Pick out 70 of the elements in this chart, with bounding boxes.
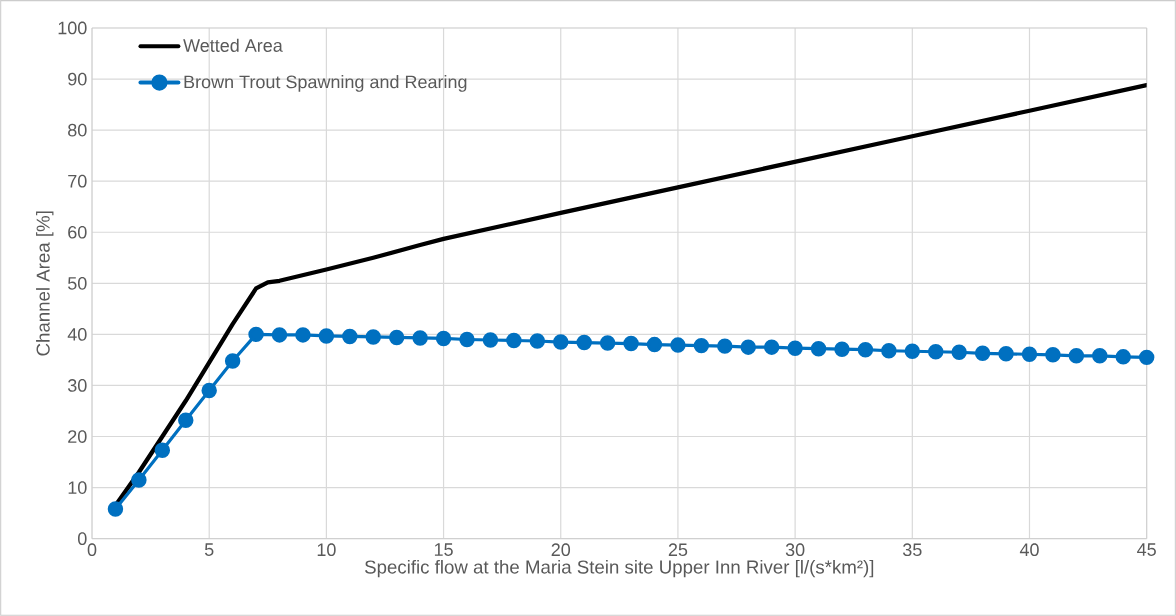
point [529,333,546,349]
x-tick-label: 35 [902,543,922,557]
point [412,330,428,346]
x-tick-label: 15 [434,543,453,556]
point [904,343,921,359]
point [763,339,780,355]
y-tick-label: 70 [68,174,87,188]
point [998,346,1014,362]
point [1138,349,1155,366]
point [482,332,499,348]
legend-label: Wetted Area [183,38,283,52]
point [107,501,124,517]
y-tick-label: 0 [78,532,87,546]
point [1092,348,1108,364]
point [740,339,756,355]
y-axis-title: Channel Area [%] [36,211,54,356]
point [928,344,944,360]
legend-label: Brown Trout Spawning and Rearing [184,75,467,92]
x-tick-label: 0 [87,543,97,557]
point [857,341,874,358]
y-tick-label: 20 [68,430,87,443]
x-tick-label: 10 [317,543,336,557]
y-tick-label: 10 [68,481,87,494]
point [435,330,452,347]
x-tick-label: 20 [551,543,571,557]
point [646,336,663,353]
point [670,337,686,353]
point [459,331,475,348]
point [834,341,850,357]
point [974,345,991,362]
point [881,342,897,359]
x-tick-label: 25 [668,543,688,557]
y-tick-label: 40 [67,328,87,341]
point [553,334,569,350]
point [388,329,405,346]
point [951,344,967,360]
point [295,327,311,343]
point [1021,346,1038,363]
x-tick-label: 5 [204,543,214,556]
y-tick-label: 80 [68,123,87,137]
point [717,338,733,354]
point [154,442,171,459]
point [1068,348,1085,364]
point [178,412,194,428]
x-axis-title: Specific flow at the Maria Stein site Upper Inn River [l/(s*km²)] [365,559,874,578]
y-tick-label: 50 [67,276,87,290]
point [201,382,217,399]
point [693,337,710,354]
y-tick-label: 100 [58,21,87,35]
point [318,328,335,344]
x-tick-label: 30 [785,543,805,557]
point [1115,349,1131,365]
point [576,334,592,351]
x-tick-label: 40 [1019,543,1039,557]
point [599,335,616,351]
y-tick-label: 30 [67,379,87,392]
point [623,335,639,352]
point [131,472,147,488]
point [248,326,264,343]
point [271,327,288,343]
y-tick-label: 60 [68,225,87,239]
point [342,328,358,345]
point [1045,347,1061,363]
point [224,353,241,369]
x-tick-label: 45 [1137,543,1156,556]
point [365,329,381,345]
point [810,340,827,357]
y-tick-label: 90 [68,72,87,86]
point [506,332,522,349]
point [787,340,803,356]
